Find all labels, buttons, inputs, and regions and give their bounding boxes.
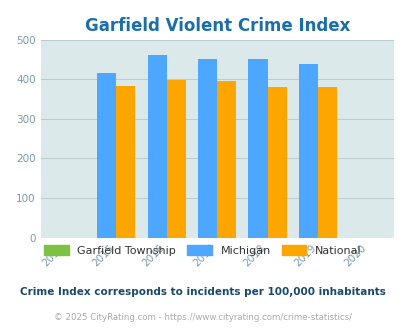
Bar (298, 64, 318, 238)
Text: © 2025 CityRating.com - https://www.cityrating.com/crime-statistics/: © 2025 CityRating.com - https://www.city… (54, 313, 351, 322)
Bar (267, 87, 286, 238)
Bar (198, 59, 217, 238)
Bar (97, 73, 116, 238)
Bar (116, 86, 135, 238)
Bar (166, 80, 185, 238)
Bar (147, 55, 166, 238)
Text: Crime Index corresponds to incidents per 100,000 inhabitants: Crime Index corresponds to incidents per… (20, 287, 385, 297)
Bar (248, 59, 267, 238)
Legend: Garfield Township, Michigan, National: Garfield Township, Michigan, National (40, 241, 365, 260)
Title: Garfield Violent Crime Index: Garfield Violent Crime Index (84, 17, 349, 35)
Bar (217, 81, 236, 238)
Bar (318, 87, 337, 238)
